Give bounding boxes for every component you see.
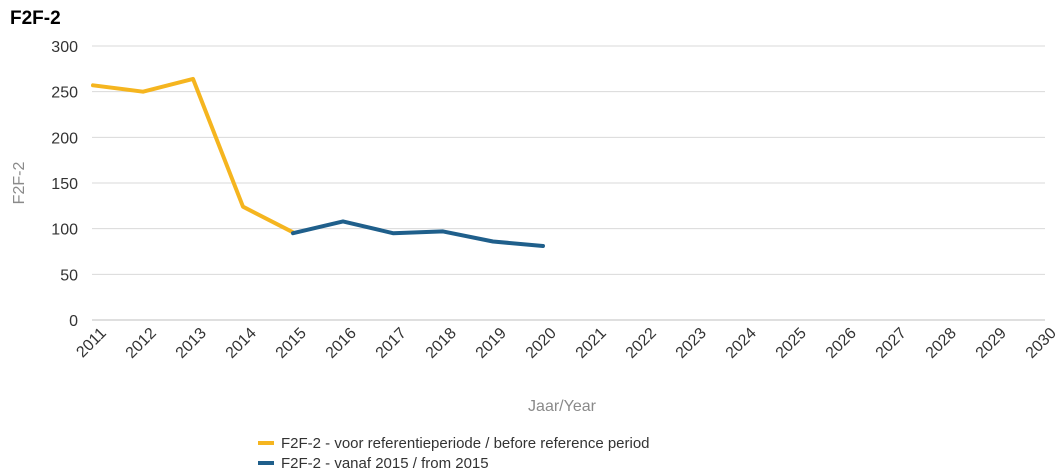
x-tick-label-2027: 2027	[873, 325, 910, 362]
series-line-1	[91, 76, 295, 235]
x-tick-label-2018: 2018	[423, 325, 460, 362]
x-tick-label-2011: 2011	[73, 325, 109, 361]
y-tick-label-250: 250	[51, 85, 78, 102]
x-tick-label-2023: 2023	[673, 325, 710, 362]
y-tick-label-50: 50	[60, 267, 78, 284]
x-tick-label-2017: 2017	[373, 325, 410, 362]
x-tick-label-2029: 2029	[973, 325, 1010, 362]
y-tick-label-300: 300	[51, 39, 78, 56]
legend-label-1: F2F-2 - voor referentieperiode / before …	[281, 435, 650, 452]
y-tick-label-200: 200	[51, 130, 78, 147]
y-tick-label-150: 150	[51, 176, 78, 193]
x-tick-label-2024: 2024	[723, 325, 760, 362]
x-tick-label-2025: 2025	[773, 325, 810, 362]
series-line-2	[291, 219, 545, 248]
x-tick-label-2028: 2028	[923, 325, 960, 362]
x-tick-label-2022: 2022	[623, 325, 660, 362]
x-tick-layer: 2011 2012 2013 2014 2015 2016 2017 2018 2019 2020…	[73, 325, 1059, 362]
y-tick-label-0: 0	[69, 313, 78, 330]
x-tick-label-2015: 2015	[273, 325, 310, 362]
x-axis-title: Jaar/Year	[528, 398, 597, 415]
x-tick-label-2016: 2016	[323, 325, 360, 362]
y-tick-label-100: 100	[51, 222, 78, 239]
x-tick-label-2014: 2014	[223, 325, 260, 362]
grid-layer: 0 50 100 150 200 250 300	[51, 39, 1045, 330]
series-layer	[91, 76, 545, 248]
x-tick-label-2021: 2021	[573, 325, 610, 362]
x-tick-label-2012: 2012	[123, 325, 160, 362]
x-tick-label-2013: 2013	[173, 325, 210, 362]
legend-label-2: F2F-2 - vanaf 2015 / from 2015	[281, 455, 489, 472]
x-tick-label-2030: 2030	[1023, 325, 1060, 362]
legend: F2F-2 - voor referentieperiode / before …	[258, 435, 650, 472]
x-tick-label-2019: 2019	[473, 325, 510, 362]
x-tick-label-2020: 2020	[523, 325, 560, 362]
y-axis-title: F2F-2	[11, 162, 28, 205]
chart-title: F2F-2	[10, 8, 61, 29]
x-tick-label-2026: 2026	[823, 325, 860, 362]
